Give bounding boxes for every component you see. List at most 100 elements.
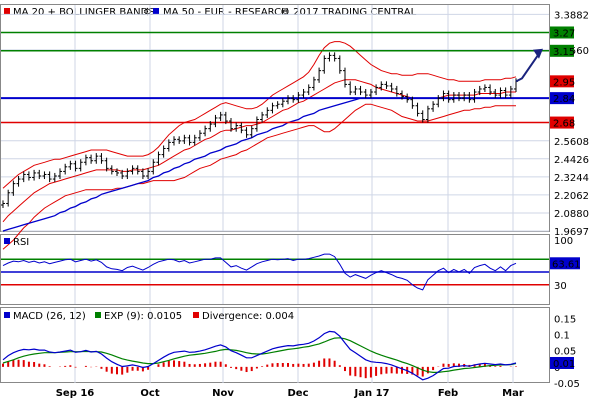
price-bar [394,85,399,97]
macd-panel: MACD (26, 12) EXP (9): 0.0105 Divergence… [2,311,517,381]
price-bar [208,121,213,132]
price-bar [109,165,114,175]
price-level-label-resistance: 3.27 [550,26,575,39]
price-tick-label: 2.0880 [554,209,589,220]
price-level-label-box [550,75,574,88]
price-bar [348,81,353,96]
price-bar [182,134,187,144]
rsi-legend-swatch [4,238,10,244]
price-bar [115,168,119,176]
price-bar [322,55,327,74]
settings-icon[interactable]: ⚙ [143,7,152,18]
price-bar [151,159,156,175]
divergence-legend-swatch [193,312,199,318]
price-bar [379,81,384,91]
price-bar [358,85,363,96]
x-tick-label: Dec [287,388,308,399]
price-bar [68,160,73,170]
price-bar [73,160,78,172]
price-bar [120,169,125,180]
price-bar [140,168,145,180]
price-bar [172,136,176,146]
price-bar [47,171,52,183]
rsi-current-label: 63.61 [550,257,581,270]
price-bar [363,88,368,99]
price-bar [99,153,104,164]
price-level-label-text: 3.15 [553,47,575,58]
price-bar [368,88,373,99]
copyright-label: © 2017 TRADING CENTRAL [280,7,417,18]
macd-line [2,330,517,381]
price-bar [265,107,270,118]
price-bar [436,95,441,108]
price-panel-frame [0,4,550,232]
ma50-legend-swatch [153,8,159,14]
price-bar [420,110,425,123]
price-bar [26,171,31,181]
price-bar [286,95,290,105]
x-tick-label: Mar [502,388,524,399]
price-bar [477,85,482,96]
price-tick-label: 2.5608 [554,137,589,148]
price-bar [457,92,461,102]
macd-legend-swatch [4,312,10,318]
macd-tick-label: 0.1 [554,331,570,342]
price-level-label-box [550,44,574,57]
price-bar [146,168,151,180]
price-level-label-pivot: 2.84 [550,92,575,105]
price-level-label-current: 2.95 [550,75,575,88]
price-bar [156,151,161,166]
price-level-label-box [550,26,574,39]
price-bar [229,117,233,132]
price-bar [275,101,280,109]
price-bar [311,76,316,91]
macd-tick-label: 0.15 [554,314,576,325]
macd-panel-frame [0,307,550,383]
price-bar [451,92,456,103]
macd-tick-label: 0.05 [554,347,576,358]
macd-current-label-box [550,356,574,369]
price-level-label-support: 2.68 [550,116,575,130]
x-tick-label: Oct [140,388,159,399]
price-bar [405,93,410,103]
ma20-legend-label: MA 20 + BOLLINGER BANDS [13,7,155,18]
price-bar [16,175,21,187]
price-bar [296,92,301,103]
price-bar [223,111,228,125]
price-bar [218,111,223,122]
price-bar [1,200,5,209]
price-bar [130,165,135,175]
ma20-legend-swatch [4,8,10,14]
price-bar [410,96,415,109]
price-bar [11,180,16,196]
price-bar [493,88,498,99]
price-bar [446,90,451,103]
price-bar [280,98,285,108]
macd-legend-label: MACD (26, 12) [13,311,86,322]
rsi-panel-frame [0,234,550,305]
forecast-arrow-head [533,48,543,59]
price-bar [270,102,275,114]
price-bar [488,84,493,96]
macd-current-label: 0.01 [550,356,575,370]
x-tick-label: Feb [438,388,458,399]
price-level-label-resistance: 3.15 [550,44,575,58]
forecast-arrow [515,50,542,83]
rsi-panel: RSI [1,237,549,291]
price-bar [58,168,62,180]
price-bar [177,136,182,144]
price-bar [389,82,394,93]
price-tick-label: 1.9697 [554,227,589,238]
price-bar [291,95,296,103]
price-level-label-box [550,92,574,105]
price-bar [239,122,244,134]
price-bar [374,84,379,96]
price-bar [203,125,208,137]
price-bar [187,134,192,146]
price-bar [317,67,322,83]
price-bar [482,84,487,93]
exp-legend-label: EXP (9): 0.0105 [104,311,182,322]
price-level-label-text: 3.27 [553,28,575,39]
y-axis-labels: 3.38823.15602.56082.44262.32442.20622.08… [550,10,589,390]
